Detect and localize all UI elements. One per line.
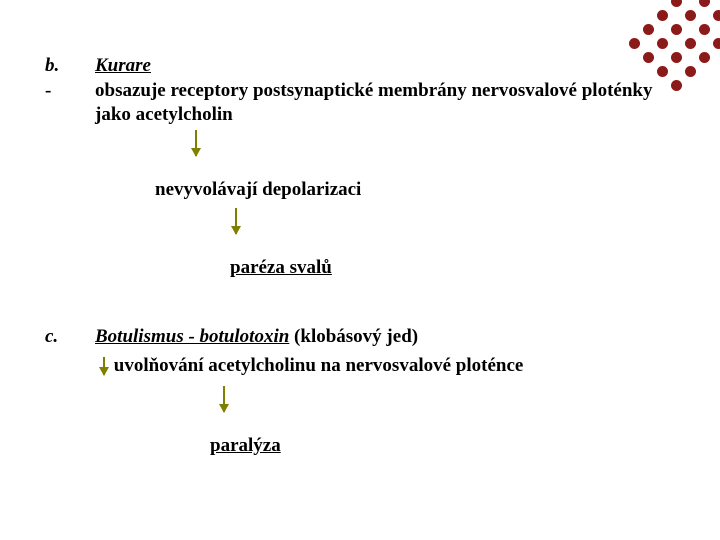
kurare-result: paréza svalů: [230, 257, 332, 278]
decorative-dot: [671, 24, 682, 35]
decorative-dot: [657, 38, 668, 49]
botulism-body: Botulismus - botulotoxin (klobásový jed)…: [95, 325, 685, 459]
botulism-suffix: (klobásový jed): [289, 326, 418, 347]
botulism-result: paralýza: [210, 435, 281, 456]
decorative-dot: [685, 38, 696, 49]
kurare-title: Kurare: [95, 55, 151, 76]
arrow-down-icon: [195, 130, 197, 156]
arrow-down-icon: [235, 208, 237, 234]
arrow-down-icon: [223, 386, 225, 412]
marker-dash: -: [45, 79, 95, 104]
botulism-line2: uvolňování acetylcholinu na nervosvalové…: [114, 355, 524, 376]
decorative-dot: [629, 38, 640, 49]
botulism-title: Botulismus - botulotoxin: [95, 326, 289, 347]
decorative-dot: [699, 0, 710, 7]
decorative-dot: [713, 38, 720, 49]
slide-content: b. - Kurare obsazuje receptory postsynap…: [45, 54, 685, 459]
arrow-down-icon: [103, 357, 105, 375]
marker-b: b.: [45, 54, 95, 79]
marker-c: c.: [45, 325, 95, 350]
marker-col: b. -: [45, 54, 95, 103]
decorative-dot: [699, 24, 710, 35]
kurare-step2: nevyvolávají depolarizaci: [155, 178, 685, 203]
corner-dot-grid: [600, 0, 720, 60]
decorative-dot: [713, 10, 720, 21]
kurare-desc: obsazuje receptory postsynaptické membrá…: [95, 79, 685, 128]
kurare-body: Kurare obsazuje receptory postsynaptické…: [95, 54, 685, 281]
decorative-dot: [685, 10, 696, 21]
decorative-dot: [657, 10, 668, 21]
decorative-dot: [685, 66, 696, 77]
decorative-dot: [671, 0, 682, 7]
section-c: c. Botulismus - botulotoxin (klobásový j…: [45, 325, 685, 459]
decorative-dot: [699, 52, 710, 63]
decorative-dot: [643, 24, 654, 35]
section-b: b. - Kurare obsazuje receptory postsynap…: [45, 54, 685, 281]
